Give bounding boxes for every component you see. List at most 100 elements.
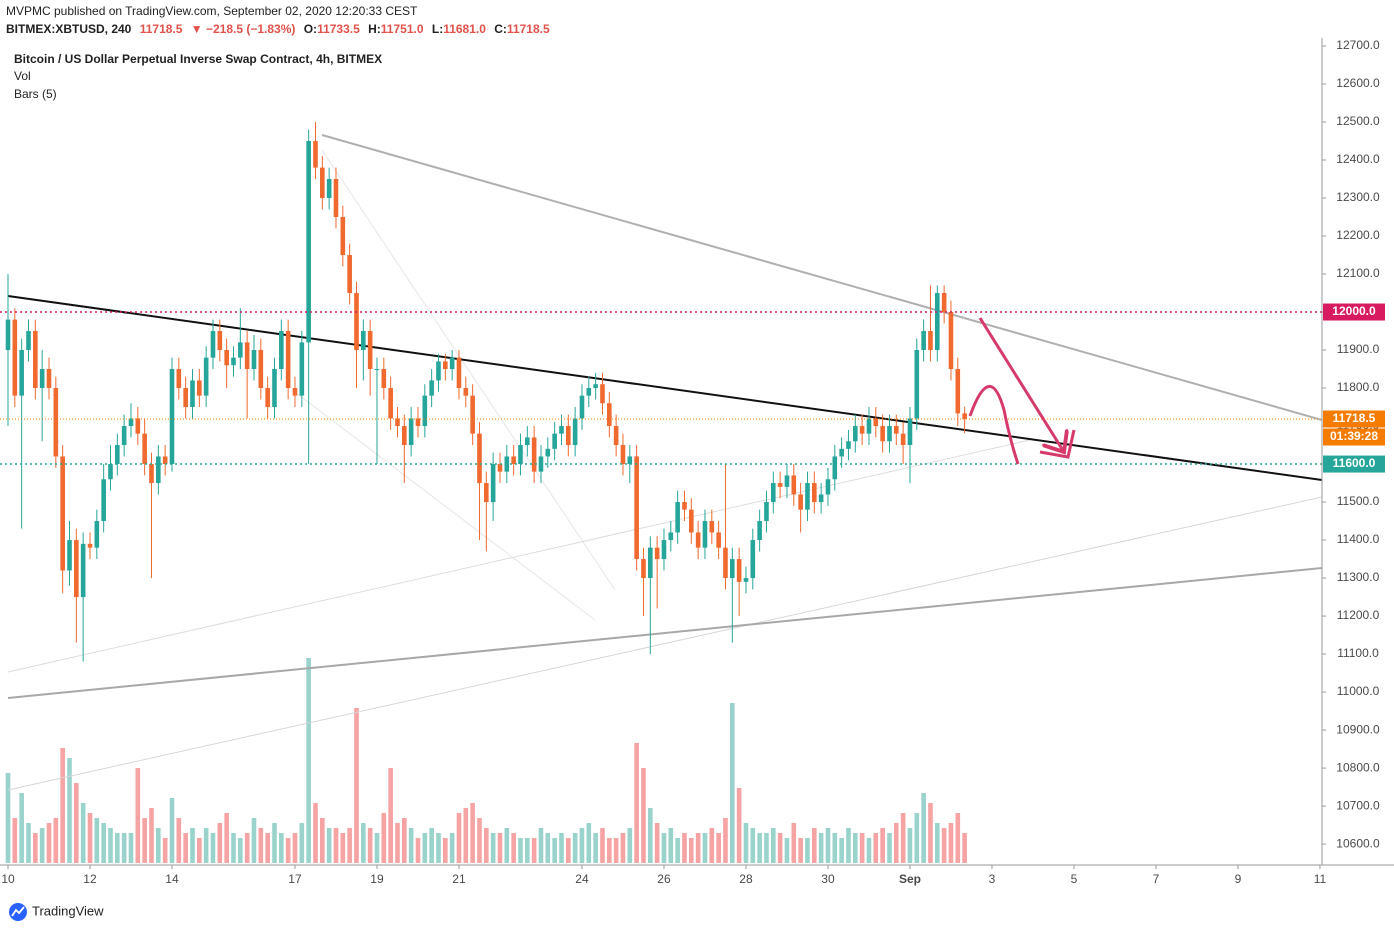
candle-body (408, 418, 414, 446)
x-tick-label: 7 (1153, 872, 1160, 886)
candle-body (149, 464, 154, 484)
volume-bar (730, 703, 735, 863)
candle-body (955, 369, 961, 414)
price-label: 11600.0 (1333, 456, 1376, 470)
candle-body (231, 357, 236, 366)
volume-bar (648, 808, 653, 863)
volume-bar (292, 833, 298, 863)
candle-body (244, 342, 250, 370)
volume-bar (600, 828, 605, 863)
volume-bar (941, 828, 947, 863)
projection-arrowhead (1039, 429, 1076, 459)
candle-body (511, 456, 516, 465)
volume-bar (169, 798, 175, 863)
candle-body (142, 433, 147, 465)
candle-body (730, 559, 735, 579)
volume-bar (121, 833, 127, 863)
candle-body (689, 509, 694, 533)
candle-body (395, 418, 400, 427)
volume-bar (955, 813, 961, 863)
candle-body (402, 426, 407, 446)
volume-bar (415, 838, 421, 863)
candle-body (559, 426, 564, 434)
volume-bar (661, 833, 667, 863)
y-tick-label: 10600.0 (1336, 836, 1380, 850)
volume-bar (900, 813, 906, 863)
volume-bar (402, 818, 407, 863)
y-tick-label: 11200.0 (1337, 608, 1380, 622)
volume-bar (545, 833, 551, 863)
volume-bar (613, 838, 619, 863)
candle-body (361, 331, 366, 351)
volume-bar (361, 823, 366, 863)
volume-bar (258, 828, 264, 863)
candle-body (436, 361, 441, 381)
change: ▼ −218.5 (−1.83%) (191, 22, 296, 36)
candle-body (607, 403, 612, 427)
volume-bar (340, 833, 346, 863)
candle-body (928, 331, 933, 351)
candle-body (115, 445, 120, 465)
candle-body (812, 483, 817, 503)
countdown-box (1323, 428, 1385, 446)
volume-bar (914, 813, 920, 863)
candle-body (531, 437, 537, 472)
countdown: 01:39:28 (1330, 429, 1378, 443)
volume-bar (183, 833, 188, 863)
volume-bar (115, 833, 120, 863)
ohlc-key: O: (304, 22, 317, 36)
candle-body (456, 357, 462, 389)
price-labels: 12000.0 11600.0 11718.5 01:39:28 (1323, 303, 1385, 473)
volume-bar (224, 813, 229, 863)
candle-body (962, 413, 967, 420)
volume-bar (26, 823, 31, 863)
x-tick-label: 21 (452, 872, 466, 886)
candle-body (26, 331, 31, 351)
candle-body (777, 483, 783, 487)
published-header: MVPMC published on TradingView.com, Sept… (6, 4, 418, 18)
volume-bar (381, 813, 387, 863)
volume-bar (176, 818, 182, 863)
candle-body (388, 388, 393, 419)
volume-bar (162, 838, 168, 863)
candle-body (893, 426, 899, 434)
y-tick-label: 12400.0 (1336, 152, 1380, 166)
candle-body (620, 445, 626, 465)
candle-body (224, 350, 229, 366)
volume-bar (607, 838, 612, 863)
volume-bar (572, 833, 578, 863)
candle-body (627, 456, 633, 465)
candle-body (313, 140, 318, 168)
candle-body (525, 437, 530, 446)
resistance-line (321, 134, 1322, 421)
candle-body (121, 426, 127, 446)
volume-layer (5, 658, 967, 863)
volume-bar (244, 833, 250, 863)
y-tick-label: 11300.0 (1337, 570, 1380, 584)
candle-body (757, 521, 762, 541)
candle-body (217, 331, 223, 351)
candle-body (101, 479, 106, 522)
volume-bar (470, 803, 475, 863)
volume-bar (306, 658, 311, 863)
y-tick-label: 12600.0 (1336, 76, 1380, 90)
candle-body (299, 342, 305, 396)
candle-body (326, 179, 332, 199)
volume-bar (449, 833, 455, 863)
volume-bar (46, 823, 52, 863)
volume-bar (367, 828, 373, 863)
volume-bar (559, 833, 564, 863)
x-tick-label: 9 (1235, 872, 1242, 886)
candle-body (593, 384, 598, 389)
volume-bar (251, 818, 257, 863)
candle-body (39, 369, 45, 389)
candle-body (210, 331, 216, 358)
volume-bar (279, 833, 284, 863)
volume-bar (197, 838, 202, 863)
volume-bar (265, 833, 270, 863)
volume-bar (538, 828, 544, 863)
candle-body (750, 540, 756, 579)
volume-bar (190, 828, 195, 863)
